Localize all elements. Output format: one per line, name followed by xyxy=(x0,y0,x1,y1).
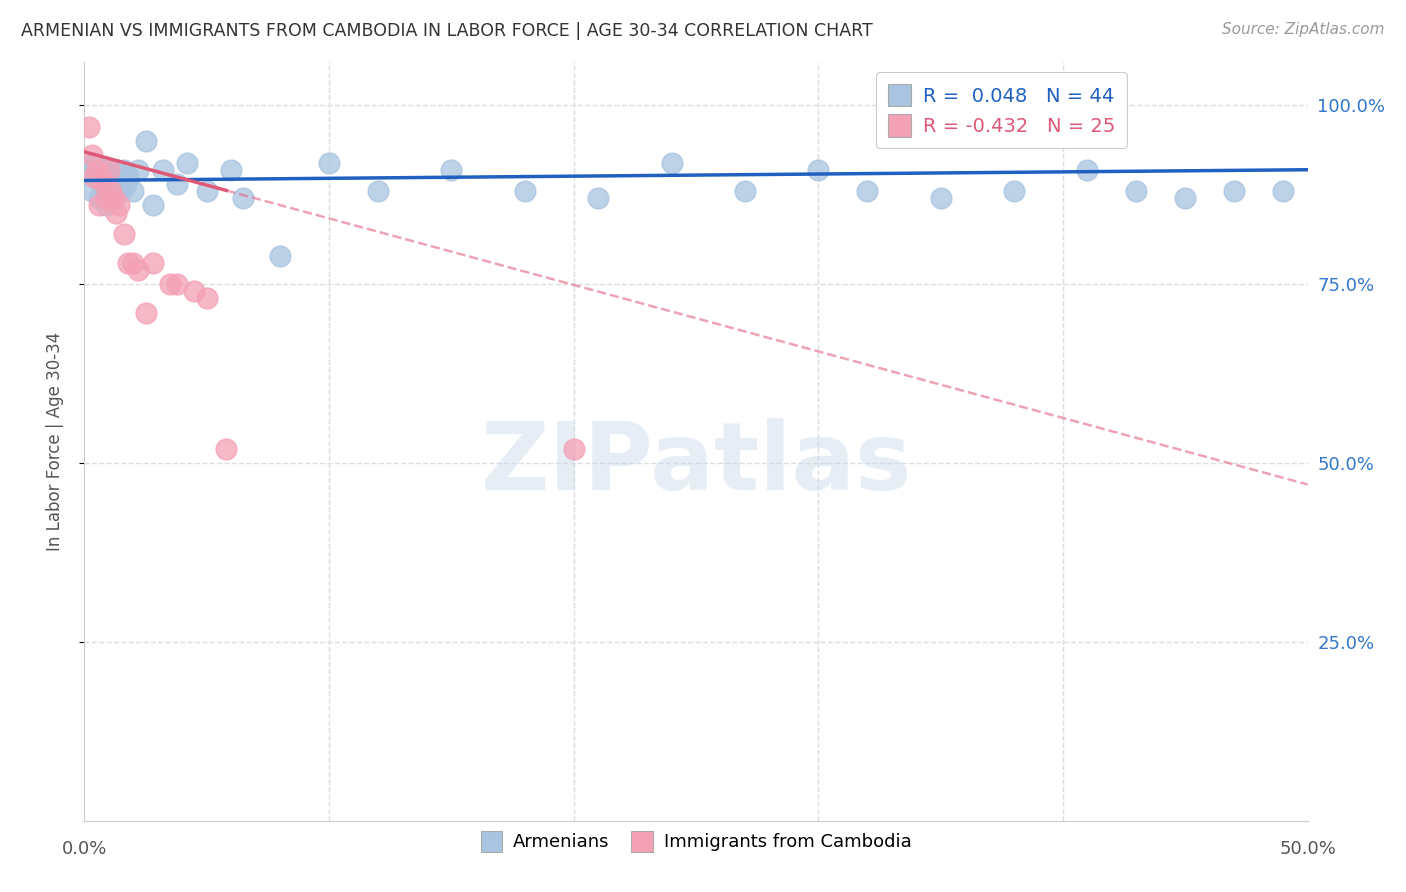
Point xyxy=(1272,184,1295,198)
Point xyxy=(269,249,291,263)
Point xyxy=(87,198,110,212)
Point xyxy=(159,277,181,292)
Point xyxy=(103,191,125,205)
Point xyxy=(100,184,122,198)
Point xyxy=(90,177,112,191)
Point xyxy=(77,162,100,177)
Point xyxy=(86,162,108,177)
Point xyxy=(215,442,238,456)
Point xyxy=(77,120,100,134)
Point xyxy=(112,162,135,177)
Point xyxy=(586,191,609,205)
Point xyxy=(562,442,585,456)
Point xyxy=(195,184,218,198)
Point xyxy=(86,169,108,184)
Point xyxy=(80,148,103,162)
Point xyxy=(105,205,128,219)
Point xyxy=(232,191,254,205)
Point xyxy=(367,184,389,198)
Point xyxy=(83,169,105,184)
Point xyxy=(127,162,149,177)
Point xyxy=(110,184,132,198)
Point xyxy=(195,292,218,306)
Point xyxy=(142,256,165,270)
Point xyxy=(122,184,145,198)
Point xyxy=(117,256,139,270)
Point xyxy=(115,177,138,191)
Point xyxy=(112,227,135,241)
Point xyxy=(83,155,105,169)
Point xyxy=(107,198,129,212)
Point xyxy=(96,198,118,212)
Point xyxy=(87,191,110,205)
Point xyxy=(176,155,198,169)
Point xyxy=(90,169,112,184)
Point xyxy=(807,162,830,177)
Text: 0.0%: 0.0% xyxy=(62,839,107,857)
Point xyxy=(1223,184,1246,198)
Point xyxy=(1174,191,1197,205)
Point xyxy=(513,184,536,198)
Point xyxy=(96,191,118,205)
Point xyxy=(135,134,157,148)
Point xyxy=(318,155,340,169)
Point xyxy=(1125,184,1147,198)
Point xyxy=(100,184,122,198)
Point xyxy=(219,162,242,177)
Point xyxy=(440,162,463,177)
Point xyxy=(142,198,165,212)
Point xyxy=(117,169,139,184)
Legend: Armenians, Immigrants from Cambodia: Armenians, Immigrants from Cambodia xyxy=(471,822,921,861)
Text: ARMENIAN VS IMMIGRANTS FROM CAMBODIA IN LABOR FORCE | AGE 30-34 CORRELATION CHAR: ARMENIAN VS IMMIGRANTS FROM CAMBODIA IN … xyxy=(21,22,873,40)
Text: 50.0%: 50.0% xyxy=(1279,839,1336,857)
Point xyxy=(166,177,188,191)
Point xyxy=(929,191,952,205)
Point xyxy=(183,285,205,299)
Point xyxy=(93,177,115,191)
Point xyxy=(97,169,120,184)
Point xyxy=(80,184,103,198)
Point xyxy=(135,306,157,320)
Point xyxy=(734,184,756,198)
Point xyxy=(1076,162,1098,177)
Point xyxy=(97,162,120,177)
Point xyxy=(122,256,145,270)
Point xyxy=(166,277,188,292)
Text: Source: ZipAtlas.com: Source: ZipAtlas.com xyxy=(1222,22,1385,37)
Point xyxy=(661,155,683,169)
Point xyxy=(105,162,128,177)
Y-axis label: In Labor Force | Age 30-34: In Labor Force | Age 30-34 xyxy=(45,332,63,551)
Point xyxy=(107,177,129,191)
Point xyxy=(152,162,174,177)
Point xyxy=(103,191,125,205)
Point xyxy=(127,263,149,277)
Point xyxy=(1002,184,1025,198)
Text: ZIPatlas: ZIPatlas xyxy=(481,418,911,510)
Point xyxy=(856,184,879,198)
Point xyxy=(93,162,115,177)
